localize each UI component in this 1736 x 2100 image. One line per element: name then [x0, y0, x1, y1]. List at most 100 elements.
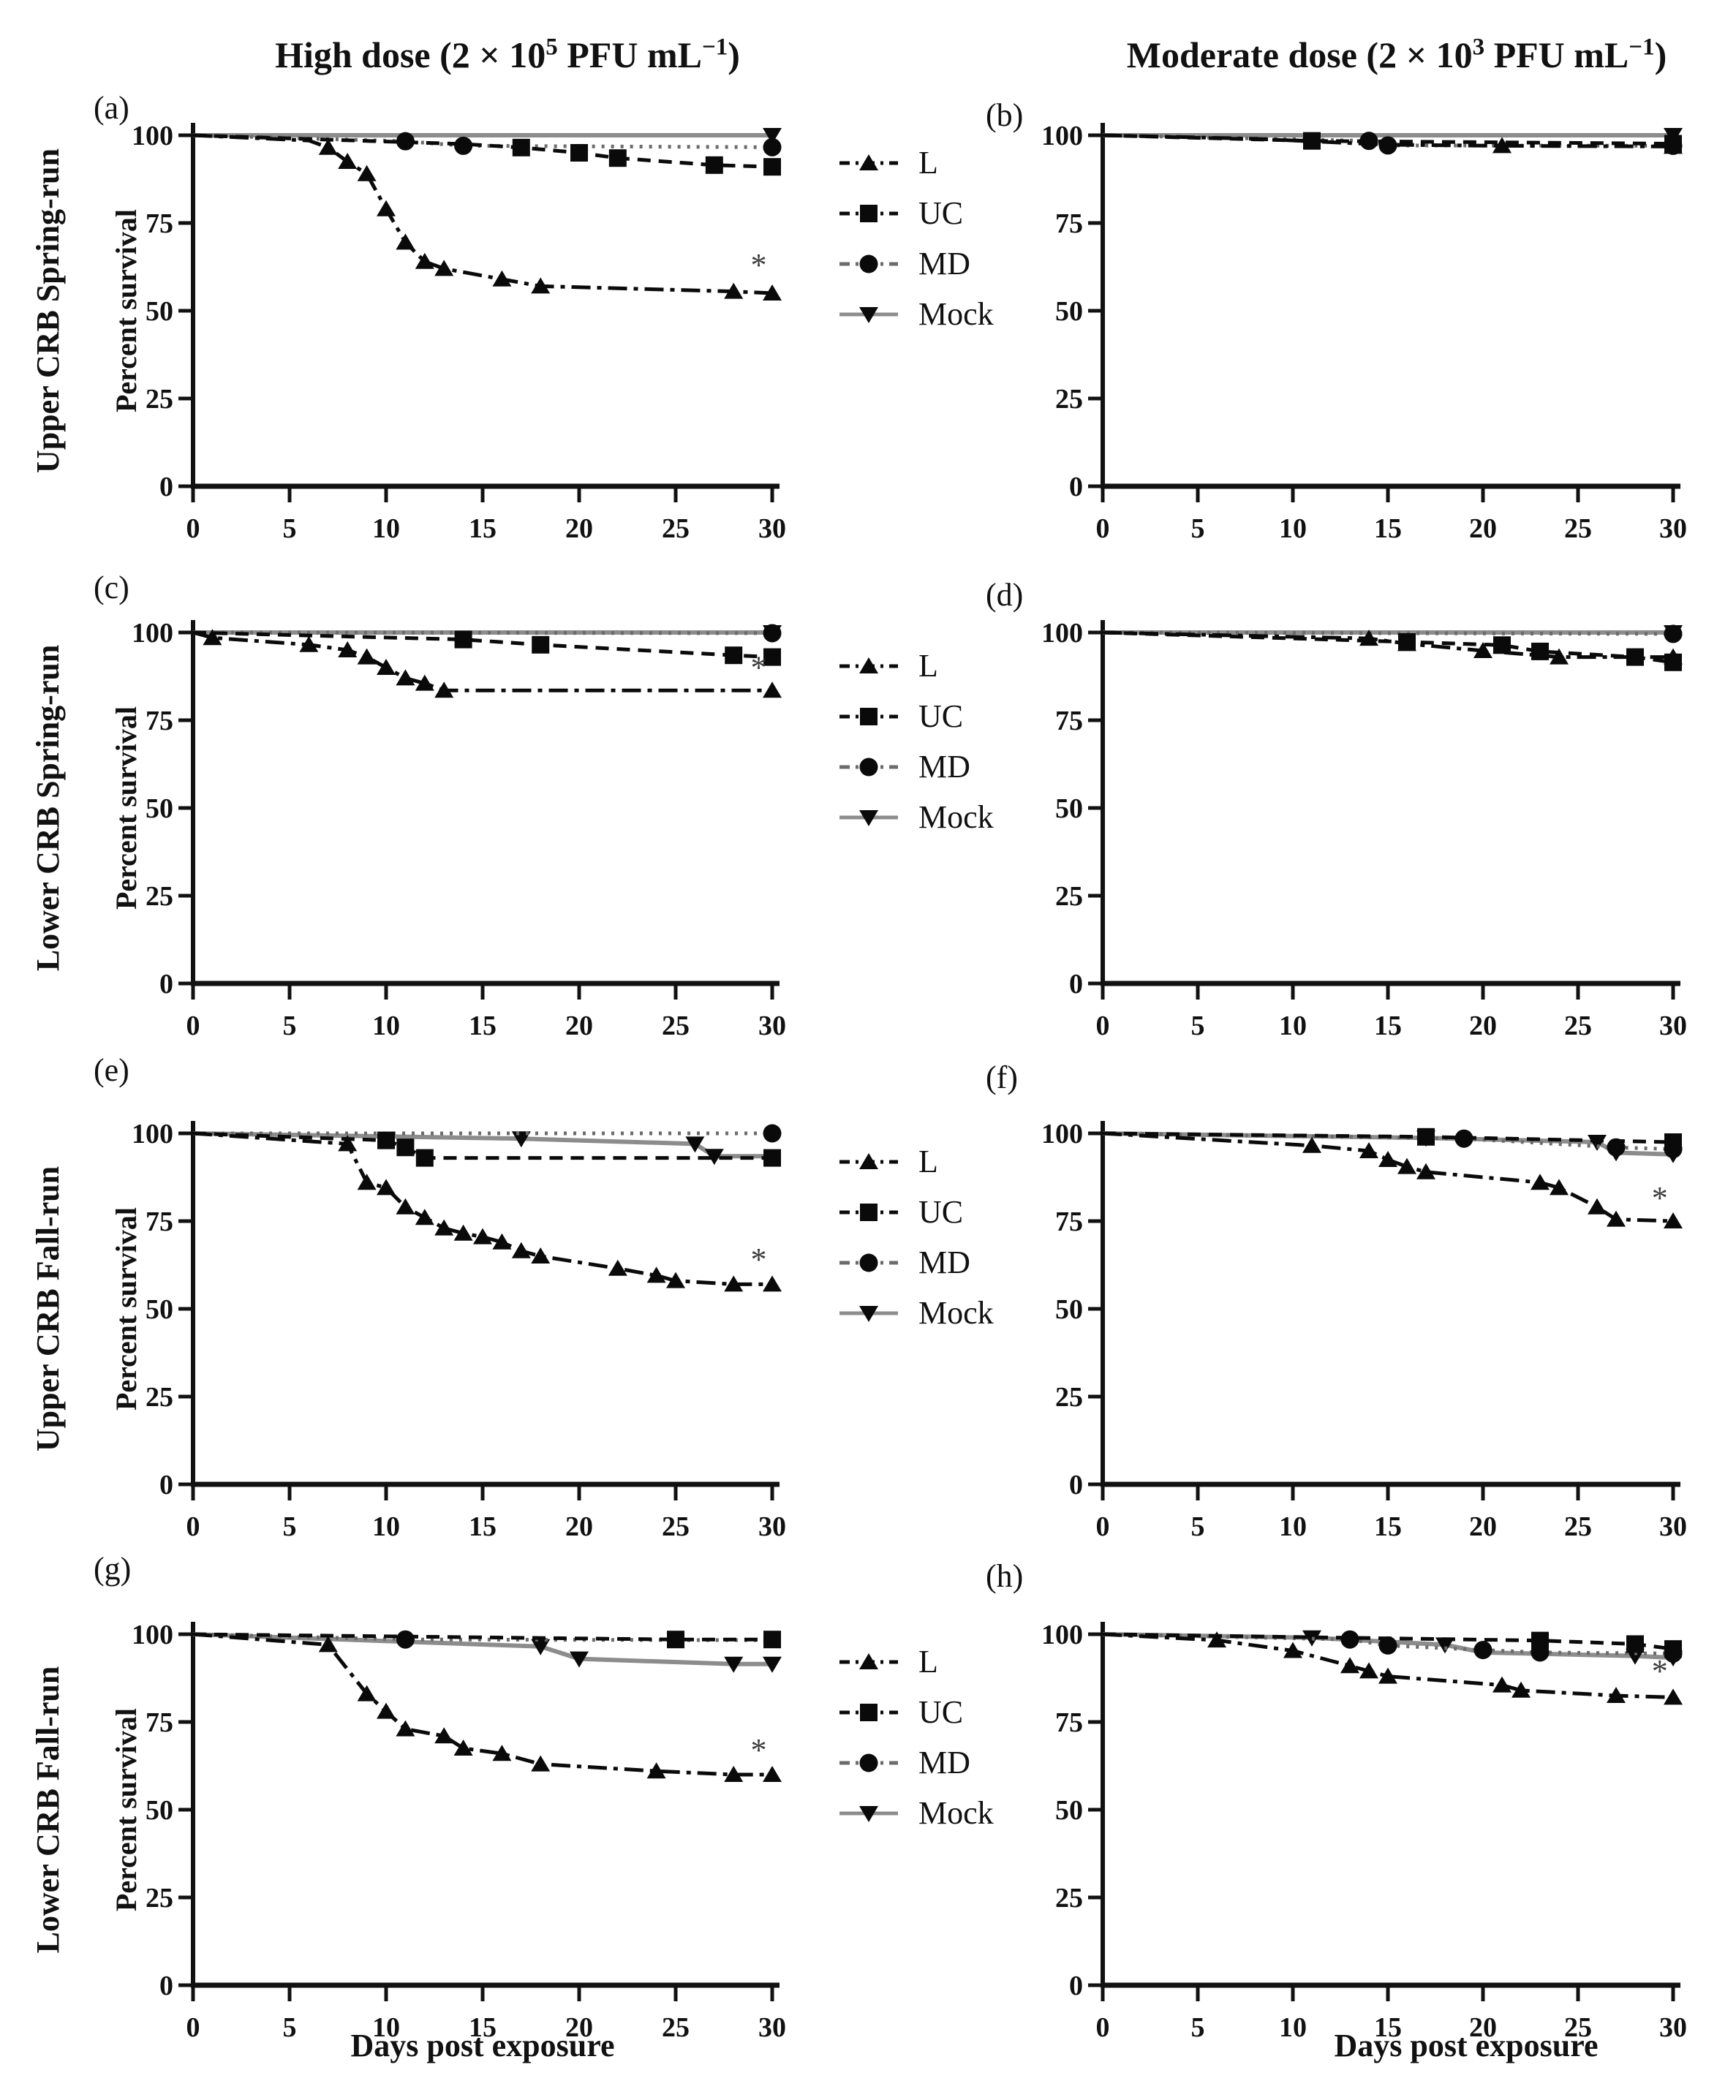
x-tick-label: 30	[1659, 2012, 1687, 2043]
series-UC-marker	[396, 1138, 415, 1157]
series-MD-marker	[1664, 624, 1683, 643]
series-UC-marker	[667, 1631, 684, 1649]
legend-marker	[860, 707, 878, 725]
panel-letter-b: (b)	[986, 97, 1024, 133]
series-L-marker	[1607, 1687, 1626, 1703]
y-tick-label: 75	[1055, 1707, 1083, 1738]
y-tick-label: 50	[146, 793, 173, 824]
series-UC-marker	[763, 648, 781, 666]
y-tick-label: 25	[146, 1382, 173, 1413]
x-tick-label: 25	[1564, 513, 1592, 544]
legend-label: UC	[918, 195, 964, 231]
triangle-up-icon	[839, 1152, 898, 1169]
x-axis-title-right: Days post exposure	[1334, 2028, 1599, 2063]
circle-icon	[839, 1753, 898, 1772]
panel-letter-a: (a)	[94, 90, 129, 126]
y-tick-label: 0	[159, 969, 173, 1000]
series-L-marker	[357, 648, 377, 665]
panel-letter-d: (d)	[986, 577, 1024, 613]
x-axis-title-left: Days post exposure	[350, 2028, 615, 2063]
x-tick-label: 5	[283, 2012, 297, 2043]
x-tick-label: 15	[1374, 513, 1402, 544]
y-tick-label: 75	[146, 1707, 173, 1738]
x-tick-label: 10	[372, 1011, 400, 1041]
series-Mock-marker	[531, 1639, 551, 1655]
series-L-marker	[318, 1636, 338, 1653]
legend-item-l: L	[838, 641, 1101, 691]
series-MD-line	[1102, 1632, 1674, 1655]
x-tick-label: 0	[186, 513, 200, 544]
y-tick-label: 50	[1055, 1795, 1083, 1826]
x-tick-label: 0	[186, 1011, 200, 1041]
row-label: Upper CRB Spring-run	[30, 148, 66, 473]
series-MD-marker	[763, 624, 782, 643]
y-tick-label: 50	[1055, 1294, 1083, 1325]
legend-item-uc: UC	[838, 1187, 1101, 1237]
series-L-marker	[1550, 1179, 1569, 1196]
y-tick-label: 100	[132, 1119, 173, 1149]
x-tick-label: 0	[1096, 1511, 1110, 1542]
series-L-marker	[1359, 1142, 1378, 1158]
legend-item-l: L	[838, 1136, 1101, 1187]
y-tick-label: 25	[1055, 384, 1083, 415]
x-tick-label: 20	[1469, 1511, 1497, 1542]
x-tick-label: 10	[372, 2012, 400, 2043]
series-L-marker	[646, 1762, 666, 1779]
series-L-marker	[338, 641, 358, 657]
y-tick-label: 0	[159, 472, 173, 502]
series-UC-marker	[1417, 1128, 1435, 1146]
series-UC-marker	[705, 156, 723, 174]
title-superscript: −1	[1629, 34, 1655, 61]
legend-row-4: L UC MD Mock	[838, 1636, 1101, 1838]
series-UC-marker	[608, 149, 627, 167]
series-Mock-marker	[685, 1136, 705, 1153]
significance-asterisk: *	[1652, 1180, 1668, 1216]
series-L-marker	[434, 260, 454, 276]
series-L-marker	[453, 1224, 473, 1241]
series-L-marker	[357, 1174, 377, 1190]
title-superscript: −1	[701, 34, 728, 61]
column-title-high-dose: High dose (2 × 105 PFU mL−1)	[178, 34, 837, 76]
title-text: PFU mL	[557, 34, 702, 75]
series-L-marker	[396, 1720, 415, 1737]
survival-chart-panel-h: 0 25 50 75 100 0 5 10 15 20 25 30 *	[1041, 1620, 1687, 2043]
legend-label: MD	[918, 246, 970, 282]
significance-asterisk: *	[751, 1242, 767, 1277]
series-UC-marker	[1626, 1635, 1644, 1653]
series-L-marker	[1416, 1163, 1435, 1179]
triangle-down-icon	[839, 306, 898, 323]
series-L-marker	[1302, 1136, 1321, 1153]
x-tick-label: 5	[1191, 513, 1205, 544]
series-L-line	[192, 1632, 772, 1777]
legend-marker	[859, 1253, 878, 1272]
legend-marker	[859, 306, 878, 323]
series-UC-marker	[1664, 1133, 1682, 1151]
legend-item-md: MD	[838, 741, 1101, 792]
x-tick-label: 10	[372, 1511, 400, 1542]
series-L-marker	[415, 252, 434, 269]
square-icon	[839, 1203, 898, 1221]
series-L-marker	[1340, 1657, 1359, 1674]
series-L-line	[1102, 1632, 1674, 1699]
series-L-marker	[1664, 1688, 1683, 1705]
square-icon	[839, 204, 898, 222]
y-tick-label: 100	[1041, 1119, 1083, 1149]
y-tick-label: 50	[146, 1294, 173, 1325]
legend-label: UC	[918, 1694, 964, 1730]
legend-marker	[859, 1152, 878, 1169]
series-Mock-marker	[724, 1656, 744, 1673]
series-L-marker	[763, 1275, 782, 1292]
x-tick-label: 25	[662, 513, 690, 544]
series-L-marker	[1664, 1212, 1683, 1228]
x-tick-label: 0	[1096, 2012, 1110, 2043]
series-L-marker	[646, 1266, 666, 1283]
series-MD-marker	[396, 1630, 415, 1649]
y-tick-label: 50	[1055, 793, 1083, 824]
legend-row-3: L UC MD Mock	[838, 1136, 1101, 1338]
legend-item-md: MD	[838, 1237, 1101, 1288]
series-L-marker	[1492, 137, 1512, 154]
series-L-marker	[377, 200, 396, 216]
series-L-marker	[415, 1209, 434, 1225]
series-L-marker	[1512, 1681, 1531, 1698]
